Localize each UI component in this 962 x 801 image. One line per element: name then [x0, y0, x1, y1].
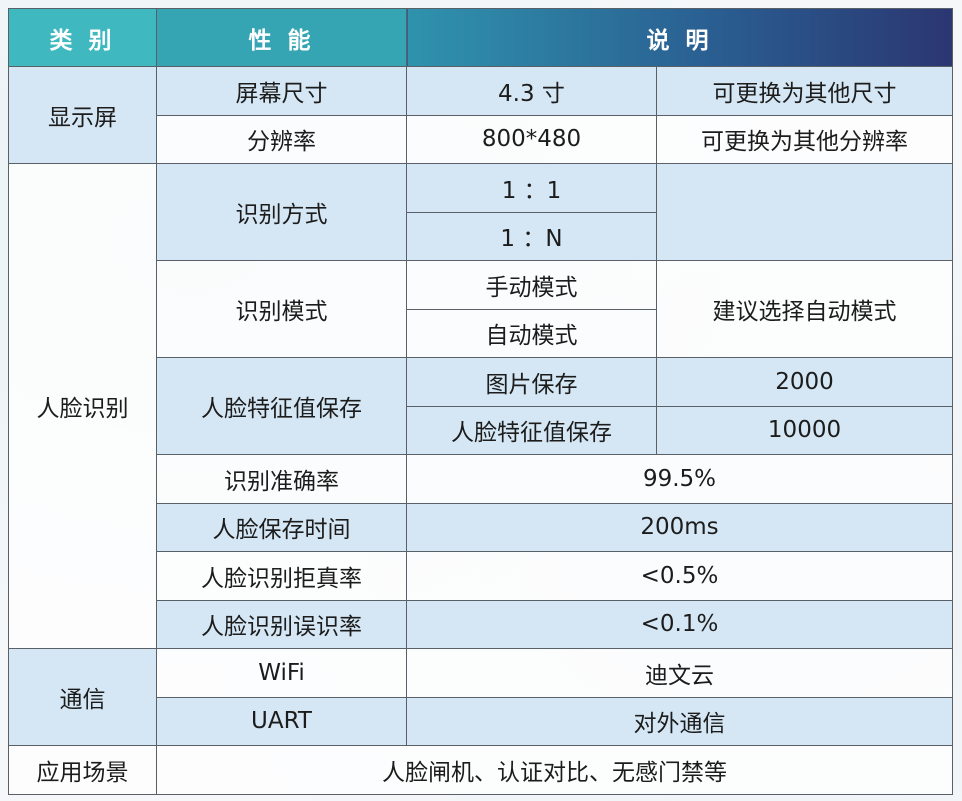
value-auto-mode: 自动模式 [406, 308, 657, 358]
spec-table: 类 别 性 能 说 明 显示屏 屏幕尺寸 4.3 寸 可更换为其他尺寸 分辨率 … [8, 8, 954, 795]
table-row: 人脸特征值保存 图片保存 2000 [9, 357, 954, 455]
header-performance: 性 能 [156, 8, 407, 67]
category-scene: 应用场景 [8, 745, 157, 795]
table-row: 人脸识别误识率 <0.1% [9, 599, 954, 649]
perf-accuracy: 识别准确率 [156, 454, 407, 504]
perf-screen-size: 屏幕尺寸 [156, 66, 407, 116]
table-row: UART 对外通信 [9, 696, 954, 746]
value-resolution: 800*480 [406, 114, 657, 164]
value-false-reject: <0.5% [405, 551, 954, 601]
header-category: 类 别 [8, 8, 157, 67]
note-recognition-method [655, 163, 954, 261]
table-row: 识别模式 手动模式 建议选择自动模式 [9, 260, 954, 358]
perf-resolution: 分辨率 [156, 114, 407, 164]
perf-wifi: WiFi [156, 648, 407, 698]
category-display: 显示屏 [8, 66, 157, 164]
value-screen-size: 4.3 寸 [406, 66, 657, 116]
value-wifi: 迪文云 [405, 648, 954, 698]
table-row: 应用场景 人脸闸机、认证对比、无感门禁等 [8, 745, 954, 795]
value-feature-storage: 10000 [655, 405, 954, 455]
perf-false-accept: 人脸识别误识率 [156, 599, 407, 649]
perf-recognition-mode: 识别模式 [156, 260, 407, 358]
perf-recognition-method: 识别方式 [156, 163, 407, 261]
value-uart: 对外通信 [405, 696, 954, 746]
header-row: 类 别 性 能 说 明 [8, 8, 954, 67]
table-row: 人脸特征值保存 10000 [9, 405, 954, 455]
table-row: 人脸识别拒真率 <0.5% [9, 551, 954, 601]
category-face: 人脸识别 [8, 163, 157, 649]
table-row: 显示屏 屏幕尺寸 4.3 寸 可更换为其他尺寸 [8, 66, 954, 164]
value-manual-mode: 手动模式 [406, 260, 657, 310]
value-scene: 人脸闸机、认证对比、无感门禁等 [155, 745, 954, 795]
perf-uart: UART [156, 696, 407, 746]
table-row: 人脸识别 识别方式 1 ：1 [8, 163, 954, 649]
label-feature-storage: 人脸特征值保存 [406, 405, 657, 455]
header-description: 说 明 [405, 8, 954, 67]
note-recognition-mode: 建议选择自动模式 [655, 260, 954, 358]
note-screen-size: 可更换为其他尺寸 [655, 66, 954, 116]
perf-false-reject: 人脸识别拒真率 [156, 551, 407, 601]
table-row: 分辨率 800*480 可更换为其他分辨率 [9, 114, 954, 164]
value-accuracy: 99.5% [405, 454, 954, 504]
value-method-1-n: 1 ：N [406, 211, 657, 261]
table-row: 自动模式 [9, 308, 953, 358]
value-image-storage: 2000 [655, 357, 954, 407]
table-row: 1 ：N [9, 211, 953, 261]
value-method-1-1: 1 ：1 [406, 163, 657, 213]
category-comm: 通信 [8, 648, 157, 746]
table-row: 通信 WiFi 迪文云 [8, 648, 954, 746]
perf-save-time: 人脸保存时间 [156, 502, 407, 552]
note-resolution: 可更换为其他分辨率 [655, 114, 954, 164]
value-false-accept: <0.1% [405, 599, 954, 649]
value-save-time: 200ms [405, 502, 954, 552]
perf-feature-storage: 人脸特征值保存 [156, 357, 407, 455]
label-image-storage: 图片保存 [406, 357, 657, 407]
